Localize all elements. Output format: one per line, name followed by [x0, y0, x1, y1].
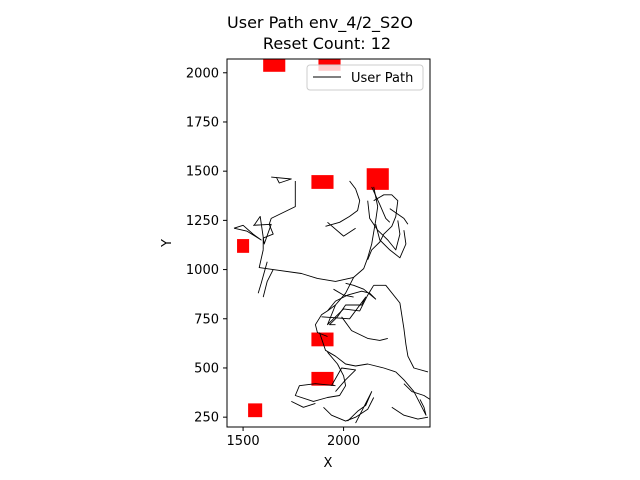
user-path-segment [258, 186, 379, 282]
y-tick-label: 1250 [186, 214, 219, 229]
user-path-segment [391, 406, 429, 420]
user-path-segment [323, 397, 375, 422]
user-path-segment [327, 282, 377, 312]
user-path-segment [327, 221, 356, 237]
reset-marker [311, 371, 334, 386]
chart-title-line-1: User Path env_4/2_S2O [227, 13, 413, 33]
x-tick-label: 2000 [327, 434, 360, 449]
x-axis-ticks: 1500 2000 [227, 427, 360, 449]
reset-marker [237, 239, 250, 253]
x-tick-label: 1500 [227, 434, 260, 449]
user-path-segment [271, 176, 292, 184]
user-path-segment [367, 194, 399, 260]
legend: User Path [306, 64, 424, 91]
user-path-segment [395, 371, 427, 416]
user-path-segment [294, 351, 347, 402]
user-path-segment [319, 332, 396, 373]
reset-marker [311, 175, 334, 189]
reset-marker [311, 332, 334, 347]
user-path-segment [371, 186, 391, 223]
user-path-lines [233, 176, 430, 424]
user-path-segment [389, 208, 409, 225]
y-axis-ticks: 250 500 750 1000 1250 1500 1750 2000 [186, 66, 227, 426]
user-path-segment [262, 269, 274, 298]
user-path-segment [327, 285, 375, 326]
user-path-segment [253, 215, 272, 245]
y-tick-label: 2000 [186, 66, 219, 81]
y-tick-label: 750 [194, 312, 219, 327]
user-path-segment [367, 200, 401, 251]
user-path-segment [331, 367, 357, 392]
user-path-segment [333, 288, 354, 298]
user-path-segment [233, 224, 262, 241]
axes-frame [226, 58, 431, 428]
user-path-segment [341, 316, 388, 341]
legend-label-user-path: User Path [351, 71, 413, 86]
x-axis-label: X [324, 456, 333, 471]
user-path-segment [403, 383, 430, 400]
user-path-segment [262, 181, 296, 250]
y-tick-label: 1750 [186, 115, 219, 130]
user-path-segment [325, 180, 361, 227]
user-path-segment [291, 400, 316, 408]
y-tick-label: 1000 [186, 263, 219, 278]
plot-area [233, 59, 430, 424]
y-axis-label: Y [160, 239, 175, 248]
legend-box [306, 64, 424, 91]
user-path-segment [257, 261, 268, 294]
user-path-segment [375, 224, 407, 259]
y-tick-label: 1500 [186, 165, 219, 180]
user-path-segment [373, 284, 429, 373]
y-tick-label: 500 [194, 361, 219, 376]
user-path-segment [321, 296, 367, 326]
reset-marker [263, 59, 286, 72]
reset-marker [366, 168, 389, 190]
chart-title-line-2: Reset Count: 12 [263, 34, 391, 53]
y-tick-label: 250 [194, 411, 219, 426]
user-path-segment [347, 391, 373, 424]
reset-marker [248, 403, 263, 418]
